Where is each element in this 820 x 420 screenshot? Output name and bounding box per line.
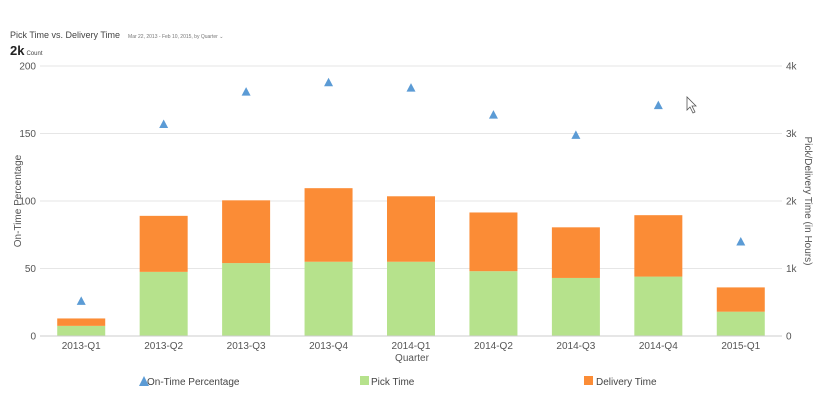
x-axis-title: Quarter — [395, 353, 430, 364]
y-axis-right-title: Pick/Delivery Time (in Hours) — [802, 137, 813, 266]
point-on-time-percentage[interactable] — [241, 87, 251, 96]
bar-delivery-time[interactable] — [634, 215, 683, 277]
x-tick-label: 2013-Q2 — [144, 341, 183, 352]
chart-subtitle-text: Mar 22, 2013 - Feb 10, 2015, by Quarter — [128, 34, 218, 40]
bar-pick-time[interactable] — [716, 311, 765, 336]
y-tick-right: 2k — [786, 197, 798, 208]
bar-pick-time[interactable] — [139, 271, 188, 336]
bar-pick-time[interactable] — [387, 261, 435, 336]
legend-label-on-time[interactable]: On-Time Percentage — [147, 377, 240, 388]
point-on-time-percentage[interactable] — [653, 100, 663, 110]
chart-header: Pick Time vs. Delivery Time Mar 22, 2013… — [10, 30, 223, 40]
chevron-down-icon[interactable]: ⌄ — [219, 34, 224, 40]
legend-marker-on-time[interactable] — [139, 376, 149, 386]
y-tick-left: 150 — [19, 129, 36, 140]
x-axis: 2013-Q1 2013-Q2 2013-Q3 2013-Q4 2014-Q1 2014-… — [40, 335, 782, 352]
legend: On-Time Percentage Pick Time Delivery Ti… — [139, 376, 657, 388]
legend-marker-delivery-time[interactable] — [584, 376, 593, 385]
point-on-time-percentage[interactable] — [324, 77, 334, 87]
bar-delivery-time[interactable] — [551, 227, 600, 278]
y-tick-left: 0 — [30, 332, 36, 343]
point-on-time-percentage[interactable] — [736, 237, 746, 246]
x-tick-label: 2014-Q1 — [392, 341, 431, 352]
x-tick-label: 2013-Q1 — [62, 341, 101, 352]
kpi-value: 2k — [10, 43, 25, 58]
point-on-time-percentage[interactable] — [76, 296, 86, 305]
y-tick-right: 3k — [786, 129, 798, 140]
legend-label-pick-time[interactable]: Pick Time — [371, 377, 415, 388]
bar-pick-time[interactable] — [222, 263, 271, 336]
y-tick-left: 100 — [19, 197, 36, 208]
kpi-unit: Count — [26, 51, 43, 57]
bar-delivery-time[interactable] — [222, 200, 271, 264]
bar-pick-time[interactable] — [469, 271, 518, 336]
bar-delivery-time[interactable] — [304, 188, 353, 262]
bar-delivery-time[interactable] — [387, 196, 435, 262]
bar-delivery-time[interactable] — [57, 318, 106, 326]
y-tick-right: 4k — [786, 62, 798, 73]
y-tick-right: 0 — [786, 332, 792, 343]
x-tick-label: 2014-Q2 — [474, 341, 513, 352]
x-tick-label: 2014-Q3 — [556, 341, 595, 352]
y-axis-left-title: On-Time Percentage — [13, 154, 24, 247]
x-tick-label: 2013-Q3 — [227, 341, 266, 352]
point-on-time-percentage[interactable] — [159, 119, 169, 129]
bar-pick-time[interactable] — [304, 261, 353, 336]
chart-title: Pick Time vs. Delivery Time — [10, 30, 121, 40]
y-tick-left: 200 — [19, 62, 36, 73]
cursor-icon — [686, 96, 697, 114]
y-tick-left: 50 — [25, 264, 37, 275]
legend-marker-pick-time[interactable] — [360, 376, 369, 385]
chart-subtitle[interactable]: Mar 22, 2013 - Feb 10, 2015, by Quarter … — [128, 34, 223, 40]
bar-pick-time[interactable] — [57, 325, 106, 336]
bar-delivery-time[interactable] — [716, 287, 765, 312]
bars — [57, 188, 765, 336]
bar-pick-time[interactable] — [634, 276, 683, 336]
bar-delivery-time[interactable] — [469, 212, 518, 272]
point-on-time-percentage[interactable] — [571, 130, 581, 139]
point-on-time-percentage[interactable] — [488, 110, 498, 119]
x-tick-label: 2015-Q1 — [721, 341, 760, 352]
bar-pick-time[interactable] — [551, 277, 600, 336]
kpi-summary: 2k Count — [10, 43, 42, 58]
left-axis: 0 50 100 150 200 — [19, 62, 36, 343]
x-tick-label: 2014-Q4 — [639, 341, 678, 352]
legend-label-delivery-time[interactable]: Delivery Time — [596, 377, 657, 388]
points — [76, 77, 746, 305]
y-tick-right: 1k — [786, 264, 798, 275]
x-tick-label: 2013-Q4 — [309, 341, 348, 352]
point-on-time-percentage[interactable] — [406, 83, 416, 92]
right-axis: 0 1k 2k 3k 4k — [786, 62, 798, 343]
bar-delivery-time[interactable] — [139, 215, 188, 272]
